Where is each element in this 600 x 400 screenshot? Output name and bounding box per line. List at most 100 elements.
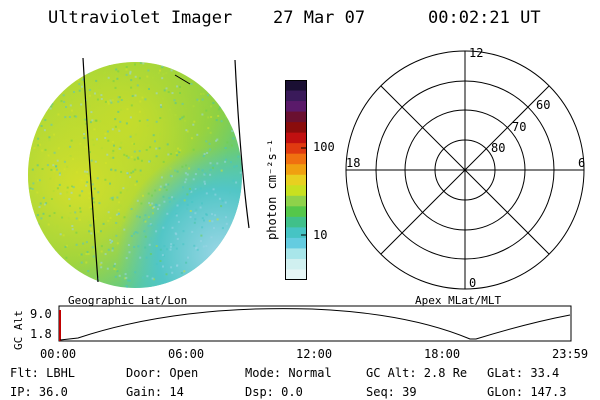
- speckle-dot: [184, 172, 187, 175]
- speckle-dot: [159, 248, 162, 251]
- speckle-dot: [113, 144, 115, 147]
- speckle-dot: [161, 77, 164, 80]
- speckle-dot: [51, 100, 54, 103]
- speckle-dot: [216, 218, 219, 221]
- speckle-dot: [119, 146, 122, 149]
- speckle-dot: [99, 263, 102, 266]
- speckle-dot: [94, 51, 96, 53]
- speckle-dot: [171, 271, 174, 274]
- speckle-dot: [58, 62, 61, 63]
- speckle-dot: [28, 183, 31, 186]
- speckle-dot: [79, 207, 82, 210]
- speckle-dot: [38, 72, 41, 75]
- speckle-dot: [220, 120, 223, 123]
- speckle-dot: [107, 219, 110, 222]
- speckle-dot: [38, 206, 41, 208]
- speckle-dot: [116, 71, 118, 74]
- speckle-dot: [119, 191, 122, 194]
- speckle-dot: [171, 196, 174, 199]
- speckle-dot: [219, 106, 222, 109]
- speckle-dot: [84, 118, 87, 121]
- apex-label: Apex MLat/MLT: [415, 294, 502, 307]
- speckle-dot: [40, 125, 43, 127]
- colorbar-band: [285, 248, 307, 260]
- speckle-dot: [28, 278, 30, 281]
- speckle-dot: [49, 246, 52, 249]
- speckle-dot: [149, 237, 152, 240]
- speckle-dot: [162, 160, 165, 163]
- speckle-dot: [226, 141, 229, 144]
- speckle-dot: [163, 245, 166, 248]
- speckle-dot: [105, 58, 107, 60]
- colorbar-band: [285, 80, 307, 92]
- speckle-dot: [174, 102, 177, 105]
- speckle-dot: [220, 88, 223, 91]
- speckle-dot: [53, 212, 56, 214]
- speckle-dot: [232, 258, 234, 261]
- speckle-dot: [41, 168, 44, 170]
- speckle-dot: [117, 110, 120, 113]
- speckle-dot: [119, 96, 121, 99]
- speckle-dot: [55, 271, 58, 274]
- speckle-dot: [25, 208, 27, 210]
- altitude-tick-9: 9.0: [30, 307, 52, 321]
- speckle-dot: [45, 93, 48, 96]
- speckle-dot: [151, 277, 154, 280]
- speckle-dot: [228, 56, 230, 58]
- speckle-dot: [220, 169, 223, 172]
- speckle-dot: [149, 217, 152, 220]
- speckle-dot: [29, 216, 32, 219]
- speckle-dot: [58, 172, 61, 175]
- speckle-dot: [148, 202, 151, 205]
- speckle-dot: [136, 215, 139, 218]
- speckle-dot: [89, 227, 92, 230]
- speckle-dot: [158, 204, 161, 207]
- speckle-dot: [146, 124, 149, 127]
- speckle-dot: [155, 230, 158, 233]
- speckle-dot: [179, 85, 181, 88]
- speckle-dot: [98, 86, 101, 89]
- speckle-dot: [125, 68, 128, 71]
- speckle-dot: [89, 224, 92, 227]
- speckle-dot: [166, 212, 169, 215]
- speckle-dot: [28, 262, 30, 265]
- speckle-dot: [152, 134, 155, 137]
- speckle-dot: [190, 83, 193, 85]
- speckle-dot: [212, 188, 215, 191]
- observation-time: 00:02:21 UT: [428, 8, 541, 28]
- speckle-dot: [149, 52, 151, 54]
- speckle-dot: [63, 160, 66, 163]
- speckle-dot: [166, 248, 168, 251]
- speckle-dot: [217, 108, 220, 111]
- speckle-dot: [127, 156, 130, 159]
- speckle-dot: [244, 68, 246, 70]
- speckle-dot: [238, 58, 240, 60]
- speckle-dot: [182, 115, 185, 118]
- speckle-dot: [203, 180, 206, 183]
- speckle-dot: [235, 165, 238, 168]
- speckle-dot: [109, 197, 111, 200]
- speckle-dot: [158, 72, 161, 74]
- speckle-dot: [161, 66, 164, 69]
- speckle-dot: [189, 280, 192, 283]
- speckle-dot: [31, 188, 34, 190]
- speckle-dot: [140, 174, 143, 176]
- colorbar: [285, 80, 307, 280]
- colorbar-band: [285, 237, 307, 249]
- speckle-dot: [187, 256, 189, 259]
- speckle-dot: [170, 153, 173, 155]
- speckle-dot: [188, 57, 190, 59]
- speckle-dot: [162, 226, 165, 229]
- speckle-dot: [112, 156, 115, 159]
- speckle-dot: [54, 258, 57, 261]
- speckle-dot: [75, 243, 78, 246]
- speckle-dot: [107, 211, 110, 214]
- speckle-dot: [169, 174, 172, 177]
- colorbar-band: [285, 101, 307, 113]
- speckle-dot: [134, 133, 137, 136]
- speckle-dot: [209, 131, 212, 134]
- speckle-dot: [41, 90, 44, 93]
- speckle-dot: [78, 83, 81, 86]
- speckle-dot: [71, 225, 74, 227]
- speckle-dot: [53, 58, 55, 60]
